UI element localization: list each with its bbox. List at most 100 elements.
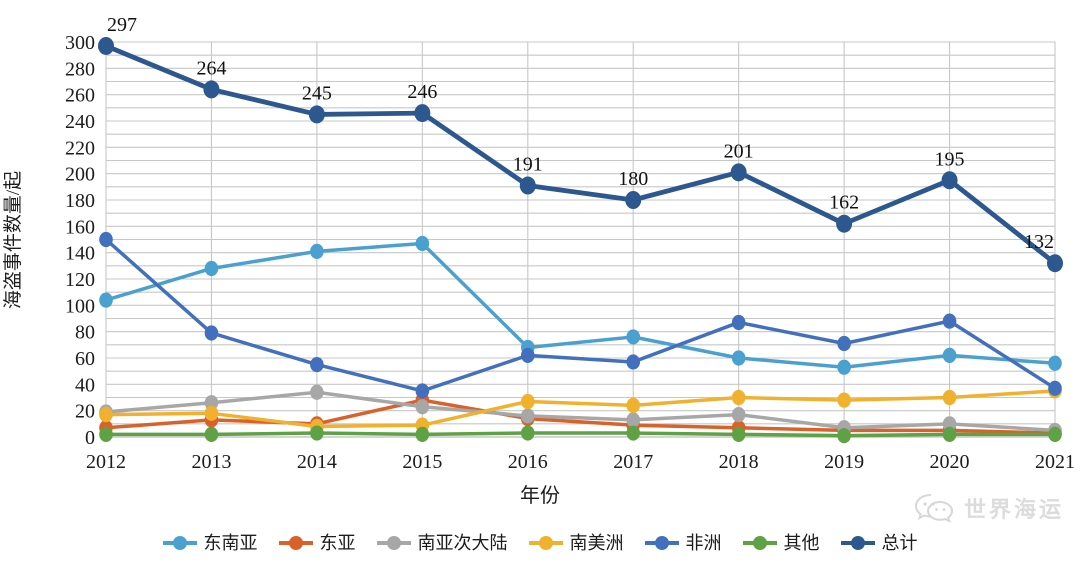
line-chart: 0 20 40 60 80 100 120 140 160 180 200 220 240 260 280 3…	[2, 14, 1075, 507]
data-point	[204, 395, 219, 411]
data-point	[942, 313, 957, 329]
x-tick-label: 2013	[191, 451, 231, 473]
series-总计	[98, 36, 1063, 273]
legend-marker-icon	[644, 536, 679, 550]
x-tick-label: 2012	[86, 451, 126, 473]
series-line	[105, 390, 1056, 433]
data-point	[415, 399, 430, 415]
series-line	[105, 43, 1057, 266]
legend-marker-icon	[840, 536, 875, 550]
legend-item-其他: 其他	[742, 534, 820, 552]
chart-legend: 东南亚 东亚 南亚次大陆 南美洲 非洲 其他 总计	[0, 534, 1080, 552]
total-data-label: 191	[513, 154, 543, 176]
y-tick-label: 60	[75, 348, 95, 370]
series-line	[105, 398, 1056, 435]
x-axis-title: 年份	[520, 484, 560, 507]
data-point	[837, 428, 851, 444]
x-tick-label: 2021	[1035, 451, 1075, 473]
data-point	[98, 36, 114, 55]
total-data-label: 201	[724, 140, 754, 162]
legend-label: 南亚次大陆	[417, 533, 508, 553]
data-point	[626, 425, 641, 441]
y-tick-label: 160	[65, 216, 95, 238]
data-point	[310, 356, 324, 373]
data-point	[1048, 380, 1062, 396]
x-tick-label: 2017	[613, 451, 653, 473]
data-point	[204, 426, 219, 442]
x-tick-label: 2020	[930, 451, 970, 473]
data-point	[204, 325, 219, 341]
x-tick-label: 2014	[297, 451, 337, 473]
data-point	[415, 235, 430, 252]
data-point	[941, 171, 958, 190]
y-tick-label: 20	[75, 401, 95, 423]
data-point	[942, 426, 957, 442]
total-data-label: 245	[302, 82, 332, 104]
legend-marker-icon	[742, 536, 777, 550]
series-非洲	[99, 231, 1062, 399]
y-tick-label: 120	[65, 269, 95, 291]
data-point	[99, 426, 113, 442]
watermark-text: 世界海运	[963, 497, 1064, 522]
data-point	[414, 104, 431, 123]
series-line	[105, 389, 1056, 429]
data-point	[625, 191, 642, 209]
data-point	[308, 105, 325, 124]
data-point	[310, 425, 324, 441]
legend-marker-icon	[528, 536, 563, 550]
data-point	[626, 329, 641, 345]
data-point	[1047, 254, 1063, 273]
axis-tick-labels: 0 20 40 60 80 100 120 140 160 180 200 220 240 260 280 3…	[65, 32, 1075, 473]
data-point	[310, 243, 324, 259]
series-lines	[98, 36, 1063, 444]
data-point	[520, 393, 535, 410]
data-point	[1048, 355, 1062, 371]
y-tick-label: 180	[65, 190, 95, 212]
data-point	[99, 407, 113, 423]
data-point	[731, 389, 746, 406]
total-data-label: 264	[196, 57, 226, 79]
legend-label: 南美洲	[569, 533, 624, 553]
x-tick-label: 2016	[508, 451, 548, 473]
total-data-label: 180	[618, 168, 648, 190]
total-data-label: 297	[107, 14, 137, 36]
total-data-label: 132	[1024, 231, 1054, 253]
series-南美洲	[99, 383, 1062, 435]
data-point	[415, 383, 430, 399]
legend-item-南美洲: 南美洲	[528, 533, 624, 553]
data-point	[837, 392, 851, 408]
series-line	[105, 241, 1056, 369]
gridlines	[105, 41, 1056, 438]
data-point	[520, 347, 535, 363]
y-tick-label: 140	[65, 243, 95, 265]
data-point	[520, 408, 535, 424]
y-axis-title: 海盗事件数量/起	[2, 171, 24, 309]
data-point	[942, 347, 957, 363]
y-tick-label: 0	[85, 427, 95, 449]
y-tick-label: 300	[65, 32, 95, 54]
data-point	[731, 350, 746, 366]
data-point	[942, 389, 957, 406]
legend-label: 非洲	[685, 533, 722, 553]
y-tick-label: 100	[65, 295, 95, 317]
legend-item-南亚次大陆: 南亚次大陆	[376, 533, 508, 553]
data-point	[731, 314, 746, 331]
legend-item-非洲: 非洲	[644, 533, 722, 553]
legend-item-总计: 总计	[840, 534, 918, 552]
y-tick-label: 240	[65, 111, 95, 133]
series-东南亚	[99, 235, 1062, 375]
data-labels: 297 264 245 246 191 180 201 162 195 132	[107, 14, 1054, 253]
legend-label: 东亚	[319, 533, 356, 553]
series-其他	[99, 425, 1062, 444]
series-line	[106, 431, 1055, 438]
y-tick-label: 280	[65, 58, 95, 80]
data-point	[731, 426, 746, 442]
x-tick-label: 2015	[402, 451, 442, 473]
data-point	[837, 359, 851, 375]
y-tick-label: 40	[75, 374, 95, 396]
data-point	[203, 80, 220, 99]
y-tick-label: 260	[65, 85, 95, 107]
legend-marker-icon	[278, 536, 313, 550]
legend-item-东南亚: 东南亚	[162, 534, 258, 552]
